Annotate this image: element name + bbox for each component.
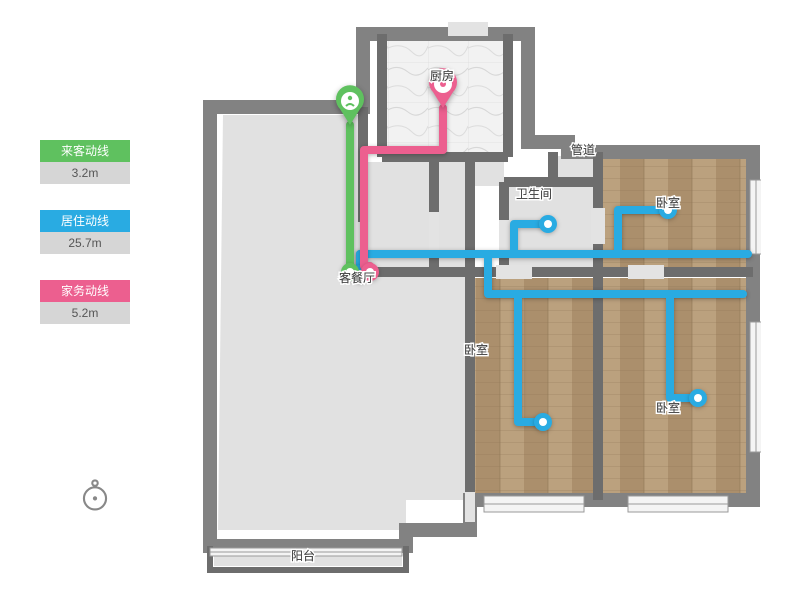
legend-guest-title: 来客动线 bbox=[40, 140, 130, 162]
legend-item-chores: 家务动线 5.2m bbox=[40, 280, 130, 324]
svg-text:客餐厅: 客餐厅 bbox=[339, 270, 375, 285]
svg-text:卧室: 卧室 bbox=[464, 342, 488, 357]
legend-chores-value: 5.2m bbox=[40, 302, 130, 324]
legend-living-value: 25.7m bbox=[40, 232, 130, 254]
svg-text:厨房: 厨房 bbox=[430, 68, 454, 83]
floorplan-svg: 厨房厨房管道管道卫生间卫生间客餐厅客餐厅卧室卧室卧室卧室卧室卧室阳台阳台 bbox=[188, 22, 761, 574]
legend: 来客动线 3.2m 居住动线 25.7m 家务动线 5.2m bbox=[40, 140, 130, 350]
svg-text:卫生间: 卫生间 bbox=[516, 187, 552, 201]
compass-icon bbox=[78, 478, 112, 512]
svg-text:阳台: 阳台 bbox=[291, 548, 315, 563]
legend-living-title: 居住动线 bbox=[40, 210, 130, 232]
svg-text:卧室: 卧室 bbox=[656, 195, 680, 210]
legend-chores-title: 家务动线 bbox=[40, 280, 130, 302]
svg-text:卧室: 卧室 bbox=[656, 400, 680, 415]
legend-item-living: 居住动线 25.7m bbox=[40, 210, 130, 254]
svg-text:管道: 管道 bbox=[571, 142, 595, 157]
legend-guest-value: 3.2m bbox=[40, 162, 130, 184]
legend-item-guest: 来客动线 3.2m bbox=[40, 140, 130, 184]
floorplan: 厨房厨房管道管道卫生间卫生间客餐厅客餐厅卧室卧室卧室卧室卧室卧室阳台阳台 bbox=[188, 22, 761, 574]
